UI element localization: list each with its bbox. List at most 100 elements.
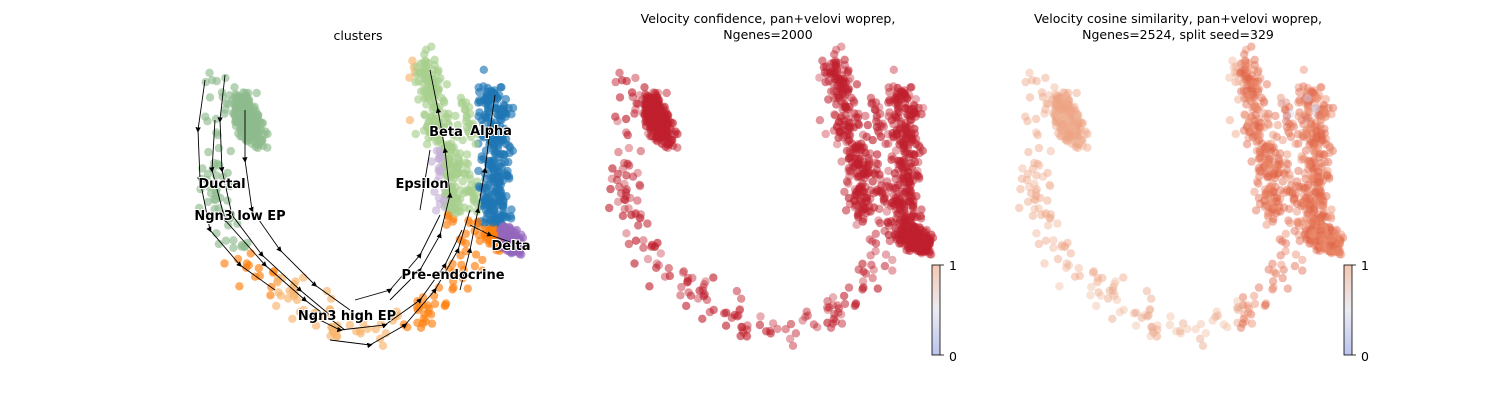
colorbar-gradient bbox=[931, 264, 941, 356]
cluster-point bbox=[205, 68, 214, 78]
cluster-point bbox=[329, 328, 338, 337]
cosine-points bbox=[1015, 42, 1348, 350]
confidence-point bbox=[879, 195, 888, 204]
confidence-point bbox=[856, 197, 865, 206]
confidence-point bbox=[891, 146, 901, 155]
cosine-point bbox=[1285, 187, 1294, 196]
confidence-point bbox=[635, 181, 645, 191]
confidence-point bbox=[907, 83, 916, 92]
streamline bbox=[459, 94, 496, 291]
cosine-point bbox=[1037, 88, 1047, 97]
cluster-point bbox=[481, 146, 491, 155]
cosine-point bbox=[1294, 112, 1303, 121]
cosine-point bbox=[1236, 323, 1246, 332]
confidence-point bbox=[861, 209, 871, 218]
confidence-point bbox=[864, 207, 873, 216]
cluster-point bbox=[447, 164, 456, 173]
cosine-point bbox=[1066, 128, 1076, 138]
panel2-title-line1: Velocity confidence, pan+velovi woprep, bbox=[641, 11, 896, 26]
cosine-point bbox=[1044, 221, 1053, 230]
confidence-point bbox=[925, 246, 935, 256]
cosine-point bbox=[1276, 186, 1285, 195]
confidence-point bbox=[869, 169, 879, 178]
confidence-point bbox=[875, 187, 884, 196]
cluster-point bbox=[288, 314, 297, 323]
confidence-point bbox=[863, 120, 872, 130]
confidence-point bbox=[897, 229, 907, 238]
confidence-point bbox=[701, 277, 710, 286]
cosine-point bbox=[1219, 320, 1229, 329]
cluster-point bbox=[246, 128, 255, 138]
cosine-point bbox=[1131, 321, 1141, 330]
cosine-point bbox=[1088, 268, 1098, 277]
cluster-point bbox=[466, 174, 475, 184]
cosine-point bbox=[1070, 272, 1080, 281]
cosine-point bbox=[1292, 207, 1302, 216]
cluster-point bbox=[508, 234, 517, 243]
confidence-point bbox=[866, 251, 875, 260]
confidence-point bbox=[830, 65, 840, 74]
confidence-point bbox=[903, 172, 913, 181]
cosine-point bbox=[1119, 273, 1128, 282]
cluster-point bbox=[322, 286, 332, 296]
confidence-point bbox=[781, 325, 790, 334]
confidence-point bbox=[884, 112, 893, 121]
cosine-point bbox=[1268, 130, 1278, 139]
cosine-point bbox=[1261, 143, 1270, 152]
confidence-point bbox=[653, 238, 662, 248]
confidence-point bbox=[756, 312, 765, 321]
confidence-point bbox=[802, 307, 811, 316]
confidence-point bbox=[841, 110, 851, 120]
cosine-point bbox=[1311, 188, 1321, 197]
cluster-point bbox=[291, 277, 300, 286]
cosine-point bbox=[1317, 83, 1326, 92]
cosine-point bbox=[1324, 141, 1334, 150]
cluster-point bbox=[504, 157, 513, 167]
cosine-point bbox=[1073, 143, 1083, 153]
confidence-point bbox=[868, 273, 877, 283]
confidence-point bbox=[660, 272, 670, 281]
confidence-point bbox=[821, 129, 830, 139]
cosine-point bbox=[1073, 113, 1083, 122]
confidence-point bbox=[634, 221, 643, 230]
cosine-point bbox=[1324, 157, 1333, 167]
confidence-point bbox=[613, 197, 623, 206]
cluster-label-ductal: Ductal bbox=[198, 177, 245, 192]
cluster-point bbox=[441, 300, 450, 310]
confidence-point bbox=[635, 180, 644, 189]
cluster-point bbox=[295, 307, 305, 317]
cosine-point bbox=[1015, 203, 1024, 213]
cluster-point bbox=[266, 291, 275, 300]
cosine-point bbox=[1055, 282, 1064, 291]
confidence-point bbox=[678, 268, 688, 277]
cosine-point bbox=[1268, 259, 1277, 268]
cluster-point bbox=[457, 99, 466, 108]
cosine-point bbox=[1242, 100, 1251, 109]
cluster-point bbox=[405, 73, 414, 82]
cluster-point bbox=[283, 294, 293, 303]
cluster-point bbox=[456, 186, 465, 195]
cosine-point bbox=[1247, 157, 1256, 166]
cluster-point bbox=[471, 139, 480, 149]
cosine-point bbox=[1165, 320, 1175, 330]
cluster-point bbox=[211, 114, 221, 124]
cosine-point bbox=[1295, 87, 1304, 97]
cosine-point bbox=[1103, 294, 1113, 303]
colorbar-max-label: 1 bbox=[949, 258, 957, 273]
cluster-point bbox=[497, 115, 506, 125]
cosine-point bbox=[1308, 218, 1317, 227]
confidence-point bbox=[882, 199, 892, 209]
cluster-point bbox=[429, 79, 438, 89]
confidence-point bbox=[737, 294, 746, 303]
confidence-point bbox=[702, 295, 712, 305]
confidence-point bbox=[654, 96, 664, 105]
confidence-point bbox=[839, 79, 848, 89]
cosine-point bbox=[1201, 329, 1211, 338]
confidence-point bbox=[665, 124, 674, 133]
cosine-point bbox=[1105, 286, 1114, 295]
cosine-point bbox=[1335, 238, 1344, 247]
confidence-point bbox=[693, 294, 703, 303]
confidence-point bbox=[623, 130, 632, 140]
cosine-point bbox=[1279, 169, 1289, 178]
cosine-point bbox=[1037, 210, 1046, 220]
